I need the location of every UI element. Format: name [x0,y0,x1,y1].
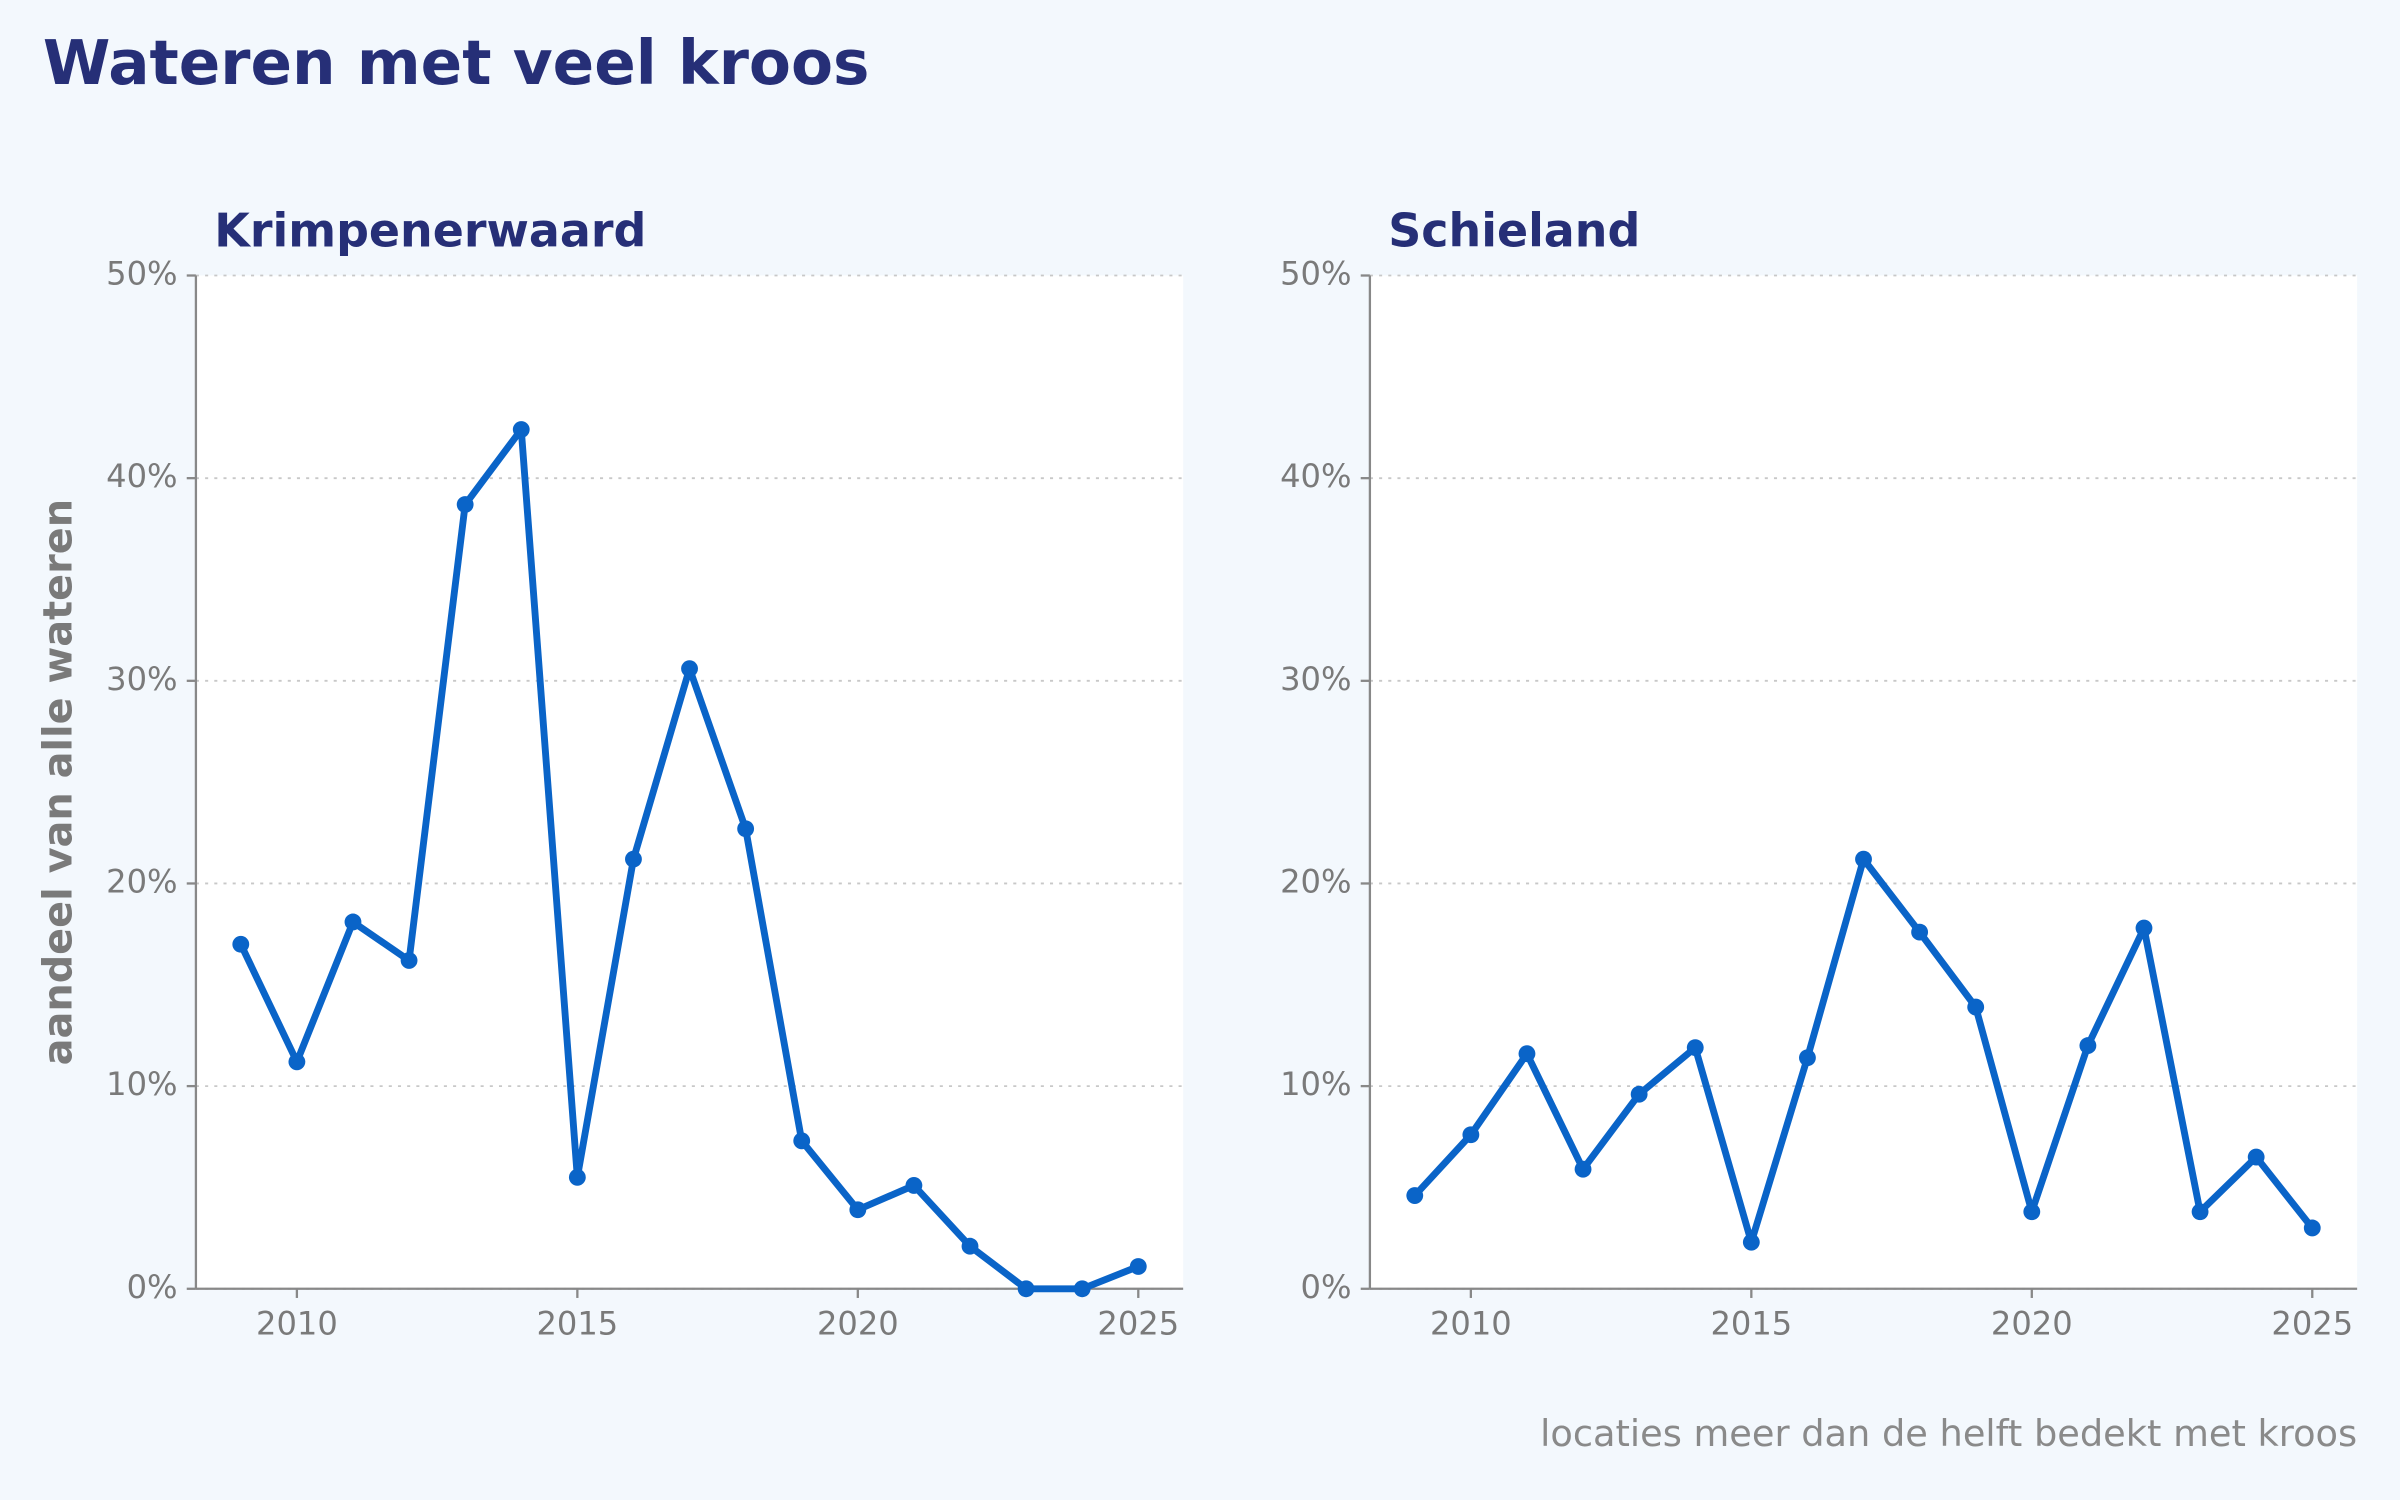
y-tick-label: 40% [106,457,177,495]
y-tick-label: 30% [106,660,177,698]
point [2191,1203,2209,1221]
point [1462,1126,1480,1144]
point [961,1237,979,1255]
x-tick-label: 2010 [1430,1305,1512,1343]
point [793,1132,811,1150]
x-tick-label: 2015 [536,1305,618,1343]
point [1799,1049,1816,1067]
point [568,1168,586,1186]
point [1967,998,1985,1016]
y-tick-label: 20% [106,862,177,900]
x-tick-label: 2015 [1710,1305,1792,1343]
point [1073,1280,1091,1298]
point [1574,1160,1592,1178]
point [2303,1219,2321,1237]
point [288,1053,306,1071]
point [737,820,755,838]
point [1911,923,1929,941]
plot-area [195,275,1184,1289]
y-tick-label: 30% [1280,660,1351,698]
chart-title: Krimpenerwaard [214,204,646,258]
y-tick-label: 0% [127,1268,178,1306]
y-tick-label: 10% [1280,1065,1351,1103]
page-title: Wateren met veel kroos [43,28,870,99]
y-axis-label: aandeel van alle wateren [36,499,82,1065]
point [681,660,698,678]
point [1855,850,1872,868]
y-tick-label: 50% [106,255,177,293]
point [1630,1085,1648,1103]
point [1129,1258,1147,1275]
x-tick-label: 2020 [817,1305,899,1343]
point [400,952,418,969]
plot-area [1369,275,2358,1289]
chart-title: Schieland [1388,204,1640,258]
y-tick-label: 20% [1280,862,1351,900]
point [232,935,250,953]
point [2135,919,2153,937]
x-tick-label: 2025 [1097,1305,1179,1343]
point [1017,1280,1035,1298]
point [2023,1203,2041,1221]
x-tick-label: 2020 [1991,1305,2073,1343]
x-tick-label: 2025 [2271,1305,2353,1343]
point [1742,1233,1760,1251]
point [344,913,362,931]
point [1518,1045,1536,1063]
y-tick-label: 40% [1280,457,1351,495]
point [1406,1187,1424,1204]
point [456,496,474,513]
point [1686,1039,1704,1057]
y-tick-label: 50% [1280,255,1351,293]
y-tick-label: 10% [106,1065,177,1103]
point [2247,1148,2265,1166]
point [849,1201,867,1219]
point [512,421,530,438]
point [625,850,642,868]
y-tick-label: 0% [1301,1268,1352,1306]
point [905,1177,923,1194]
point [2079,1037,2097,1055]
footnote: locaties meer dan de helft bedekt met kr… [1540,1412,2357,1455]
x-tick-label: 2010 [256,1305,338,1343]
